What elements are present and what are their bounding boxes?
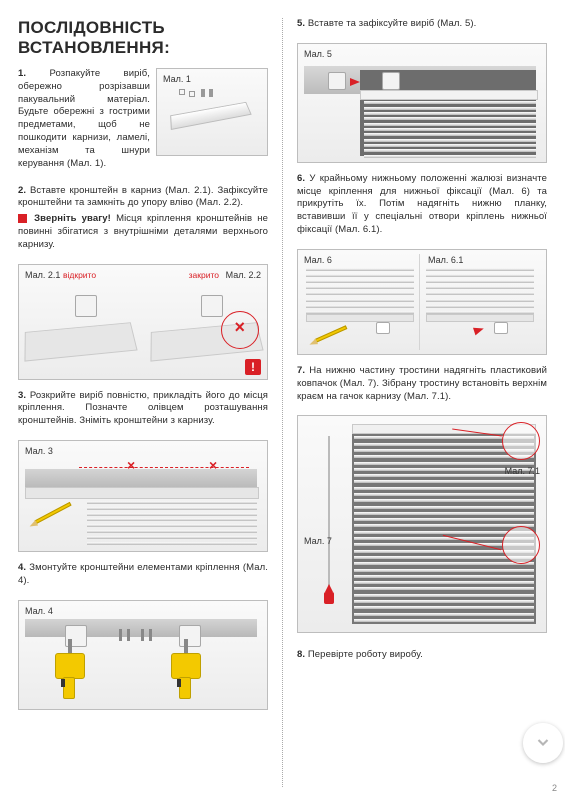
figure-61-label: Мал. 6.1 (428, 255, 463, 265)
step-4-text: 4. Змонтуйте кронштейни елементами кріпл… (18, 562, 268, 588)
step-3-text: 3. Розкрийте виріб повністю, прикладіть … (18, 390, 268, 428)
figure-5-label: Мал. 5 (304, 49, 332, 59)
figure-3: Мал. 3 × × (18, 440, 268, 552)
step-4: 4. Змонтуйте кронштейни елементами кріпл… (18, 562, 268, 588)
step-4-num: 4. (18, 562, 26, 573)
fig3-dashline-icon (79, 467, 249, 468)
figure-6-label: Мал. 6 (304, 255, 332, 265)
page-number: 2 (552, 783, 557, 793)
step-6-text: 6. У крайньому нижньому положенні жалюзі… (297, 173, 547, 237)
step-2-text: 2. Вставте кронштейн в карниз (Мал. 2.1)… (18, 185, 268, 211)
scroll-down-button[interactable] (523, 723, 563, 763)
fig5-bracket-1-icon (328, 72, 346, 90)
figure-4-label: Мал. 4 (25, 606, 53, 616)
instruction-page: ПОСЛІДОВНІСТЬ ВСТАНОВЛЕННЯ: 1. Розпакуйт… (0, 0, 565, 799)
fig1-rail-icon (170, 102, 252, 130)
fig4-drill-1-icon (55, 653, 89, 703)
fig6-clip-left-icon (376, 322, 390, 334)
figure-4: Мал. 4 (18, 600, 268, 710)
fig6-split-icon (419, 254, 420, 350)
fig4-drill-2-icon (171, 653, 205, 703)
step-2-num: 2. (18, 185, 26, 196)
fig4-screws-icon (119, 629, 159, 643)
step-6-body: У крайньому нижньому положенні жалюзі ви… (297, 173, 547, 235)
figure-3-label: Мал. 3 (25, 446, 53, 456)
fig2-warn-badge-icon: ! (245, 359, 261, 375)
fig5-bracket-2-icon (382, 72, 400, 90)
step-6-num: 6. (297, 173, 305, 184)
figure-1-label: Мал. 1 (163, 74, 191, 84)
step-7-text: 7. На нижню частину тростини надягніть п… (297, 365, 547, 403)
step-5-text: 5. Вставте та зафіксуйте виріб (Мал. 5). (297, 18, 547, 31)
figure-7-label: Мал. 7 (304, 536, 332, 546)
fig6-clip-right-icon (494, 322, 508, 334)
fig2-bracket-left-icon (75, 295, 97, 317)
fig7-cap-icon (324, 592, 334, 604)
fig2-cross-icon: × (234, 317, 245, 338)
fig4-bracket-2-icon (179, 625, 201, 647)
step-4-body: Змонтуйте кронштейни елементами кріпленн… (18, 562, 268, 586)
fig7-wand-icon (328, 436, 330, 586)
step-1-num: 1. (18, 68, 26, 79)
step-8-num: 8. (297, 649, 305, 660)
fig6-pencil-icon (315, 325, 348, 342)
figure-7: Мал. 7 Мал. 7.1 (297, 415, 547, 633)
fig2-rail-left-icon (24, 322, 137, 361)
right-column: 5. Вставте та зафіксуйте виріб (Мал. 5).… (297, 18, 547, 787)
fig7-blinds-icon (354, 436, 534, 622)
fig3-cross-2-icon: × (209, 457, 217, 473)
step-6: 6. У крайньому нижньому положенні жалюзі… (297, 173, 547, 237)
step-7-num: 7. (297, 365, 305, 376)
fig7-arrow-up-icon (325, 584, 333, 592)
step-7: 7. На нижню частину тростини надягніть п… (297, 365, 547, 403)
figure-21-open: відкрито (63, 270, 96, 280)
figure-5: Мал. 5 (297, 43, 547, 163)
fig2-bracket-right-icon (201, 295, 223, 317)
step-2-warning: Зверніть увагу! Місця кріплення кронштей… (18, 213, 268, 251)
fig6-bottom-bar-right-icon (426, 314, 534, 322)
fig5-rail-icon (360, 90, 538, 100)
step-1-text: 1. Розпакуйте виріб, обережно розрізавши… (18, 68, 150, 171)
step-8-body: Перевірте роботу виробу. (308, 649, 423, 660)
step-1-body: Розпакуйте виріб, обережно розрізавши па… (18, 68, 150, 169)
figure-22-label: Мал. 2.2 (226, 270, 261, 280)
step-7-body: На нижню частину тростини надягніть плас… (297, 365, 547, 402)
left-column: ПОСЛІДОВНІСТЬ ВСТАНОВЛЕННЯ: 1. Розпакуйт… (18, 18, 268, 787)
step-2-body: Вставте кронштейн в карниз (Мал. 2.1). З… (18, 185, 268, 209)
fig5-blinds-icon (364, 96, 536, 158)
figure-2: Мал. 2.1 відкрито закрито Мал. 2.2 × ! (18, 264, 268, 380)
figure-22-closed: закрито (189, 270, 219, 280)
step-3: 3. Розкрийте виріб повністю, прикладіть … (18, 390, 268, 428)
step-1: 1. Розпакуйте виріб, обережно розрізавши… (18, 68, 268, 171)
fig6-arrow-icon (473, 325, 485, 336)
chevron-down-icon (534, 734, 552, 752)
step-2: 2. Вставте кронштейн в карниз (Мал. 2.1)… (18, 185, 268, 252)
fig6-blinds-left-icon (306, 268, 414, 314)
warning-icon (18, 214, 27, 223)
step-8: 8. Перевірте роботу виробу. (297, 649, 547, 662)
page-title: ПОСЛІДОВНІСТЬ ВСТАНОВЛЕННЯ: (18, 18, 268, 58)
figure-21-label: Мал. 2.1 (25, 270, 60, 280)
figure-71-label: Мал. 7.1 (505, 466, 540, 476)
fig3-wall-icon (25, 469, 257, 489)
step-5-body: Вставте та зафіксуйте виріб (Мал. 5). (308, 18, 477, 29)
fig3-rail-icon (25, 487, 259, 499)
figure-6: Мал. 6 Мал. 6.1 (297, 249, 547, 355)
fig5-arrow-icon (350, 78, 360, 86)
column-divider (282, 18, 283, 787)
fig3-cross-1-icon: × (127, 457, 135, 473)
step-2-warn-label: Зверніть увагу! (34, 213, 111, 224)
fig3-pencil-icon (34, 502, 71, 524)
step-8-text: 8. Перевірте роботу виробу. (297, 649, 547, 662)
fig6-bottom-bar-left-icon (306, 314, 414, 322)
step-3-num: 3. (18, 390, 26, 401)
step-3-body: Розкрийте виріб повністю, прикладіть йог… (18, 390, 268, 427)
step-5: 5. Вставте та зафіксуйте виріб (Мал. 5). (297, 18, 547, 31)
fig1-parts-icon (179, 89, 219, 99)
figure-1: Мал. 1 (156, 68, 268, 156)
fig6-blinds-right-icon (426, 268, 534, 314)
step-5-num: 5. (297, 18, 305, 29)
